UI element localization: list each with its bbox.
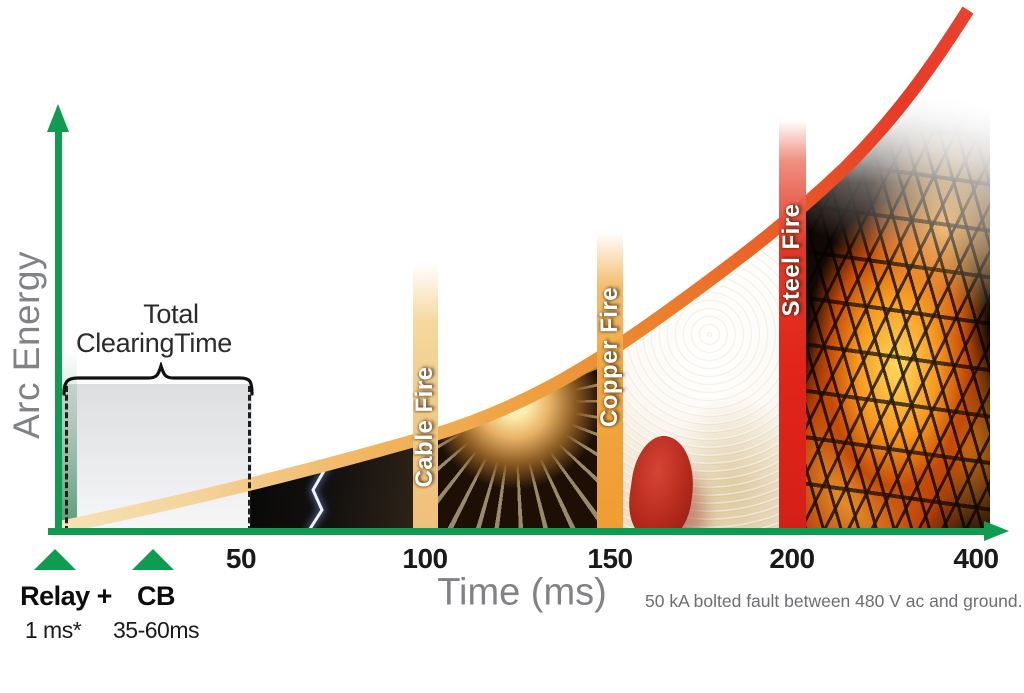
copper-fire-label: Copper Fire bbox=[596, 286, 623, 428]
clearing-time-caption-line1: Total bbox=[143, 299, 199, 329]
steel-fire-label: Steel Fire bbox=[778, 203, 805, 317]
relay-marker-icon bbox=[34, 549, 76, 570]
x-axis bbox=[48, 528, 986, 535]
structure-fire-photo bbox=[805, 95, 990, 532]
copper-fire-band bbox=[597, 232, 623, 532]
brace-icon bbox=[62, 362, 254, 396]
cb-time-label: 35-60ms bbox=[113, 617, 199, 643]
x-tick-50: 50 bbox=[225, 543, 257, 574]
x-tick-200: 200 bbox=[769, 543, 815, 574]
y-axis-arrow-icon bbox=[47, 104, 69, 132]
clearing-time-caption-line2: ClearingTime bbox=[76, 328, 232, 358]
x-axis-label: Time (ms) bbox=[437, 571, 607, 614]
y-axis-label: Arc Energy bbox=[6, 250, 47, 440]
clearing-window-left-dash bbox=[65, 386, 68, 532]
y-axis bbox=[55, 131, 62, 532]
clearing-window-right-dash bbox=[248, 386, 251, 532]
x-tick-150: 150 bbox=[587, 543, 633, 574]
fault-note: 50 kA bolted fault between 480 V ac and … bbox=[645, 591, 1023, 611]
cable-fire-band bbox=[413, 263, 438, 532]
relay-time-label: 1 ms* bbox=[24, 617, 82, 643]
cb-label: CB bbox=[137, 581, 176, 611]
cable-fire-label: Cable Fire bbox=[411, 366, 438, 488]
cb-marker-icon bbox=[132, 549, 174, 570]
relay-label: Relay + bbox=[20, 581, 112, 611]
x-tick-400: 400 bbox=[953, 543, 999, 574]
x-tick-100: 100 bbox=[402, 543, 448, 574]
steel-fire-band bbox=[779, 120, 806, 532]
x-axis-arrow-icon bbox=[984, 521, 1009, 541]
